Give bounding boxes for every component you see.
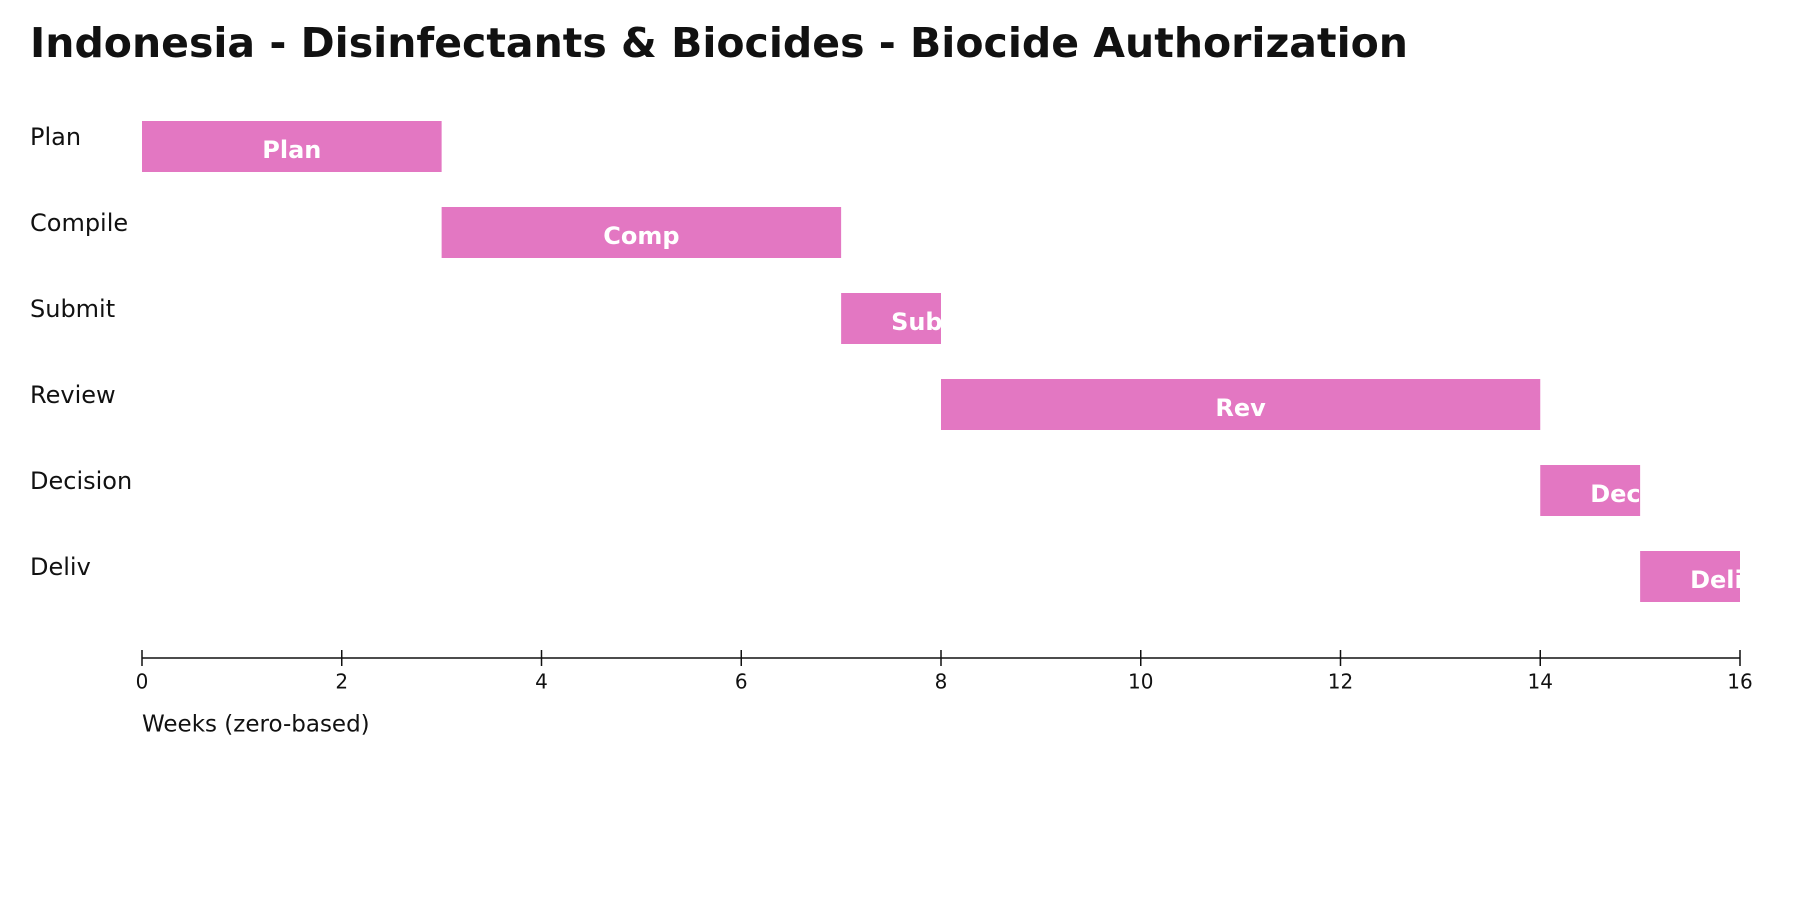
y-tick-label: Plan [30, 123, 81, 151]
x-tick-label: 0 [136, 670, 149, 694]
x-tick-label: 6 [735, 670, 748, 694]
x-axis-label: Weeks (zero-based) [142, 712, 370, 738]
y-tick-label: Review [30, 381, 116, 409]
bar-label: Dec [1590, 480, 1640, 508]
y-tick-label: Submit [30, 295, 115, 323]
bar-label: Deliv [1690, 566, 1759, 594]
y-tick-label: Compile [30, 209, 128, 237]
x-tick-label: 8 [935, 670, 948, 694]
bar-label: Plan [262, 136, 321, 164]
x-tick-label: 4 [535, 670, 548, 694]
x-tick-label: 16 [1727, 670, 1752, 694]
bar [841, 293, 941, 344]
chart-title: Indonesia - Disinfectants & Biocides - B… [30, 19, 1408, 67]
x-tick-label: 10 [1128, 670, 1153, 694]
bar-label: Comp [603, 222, 679, 250]
x-tick-label: 12 [1328, 670, 1353, 694]
bar [1540, 465, 1641, 516]
bar [142, 121, 442, 172]
bar [1640, 551, 1740, 602]
x-tick-label: 14 [1528, 670, 1553, 694]
bar-label: Rev [1215, 394, 1266, 422]
bar [941, 379, 1541, 430]
y-tick-label: Decision [30, 467, 132, 495]
bar [441, 207, 842, 258]
y-tick-label: Deliv [30, 553, 91, 581]
x-tick-label: 2 [335, 670, 348, 694]
bar-label: Subm [891, 308, 968, 336]
